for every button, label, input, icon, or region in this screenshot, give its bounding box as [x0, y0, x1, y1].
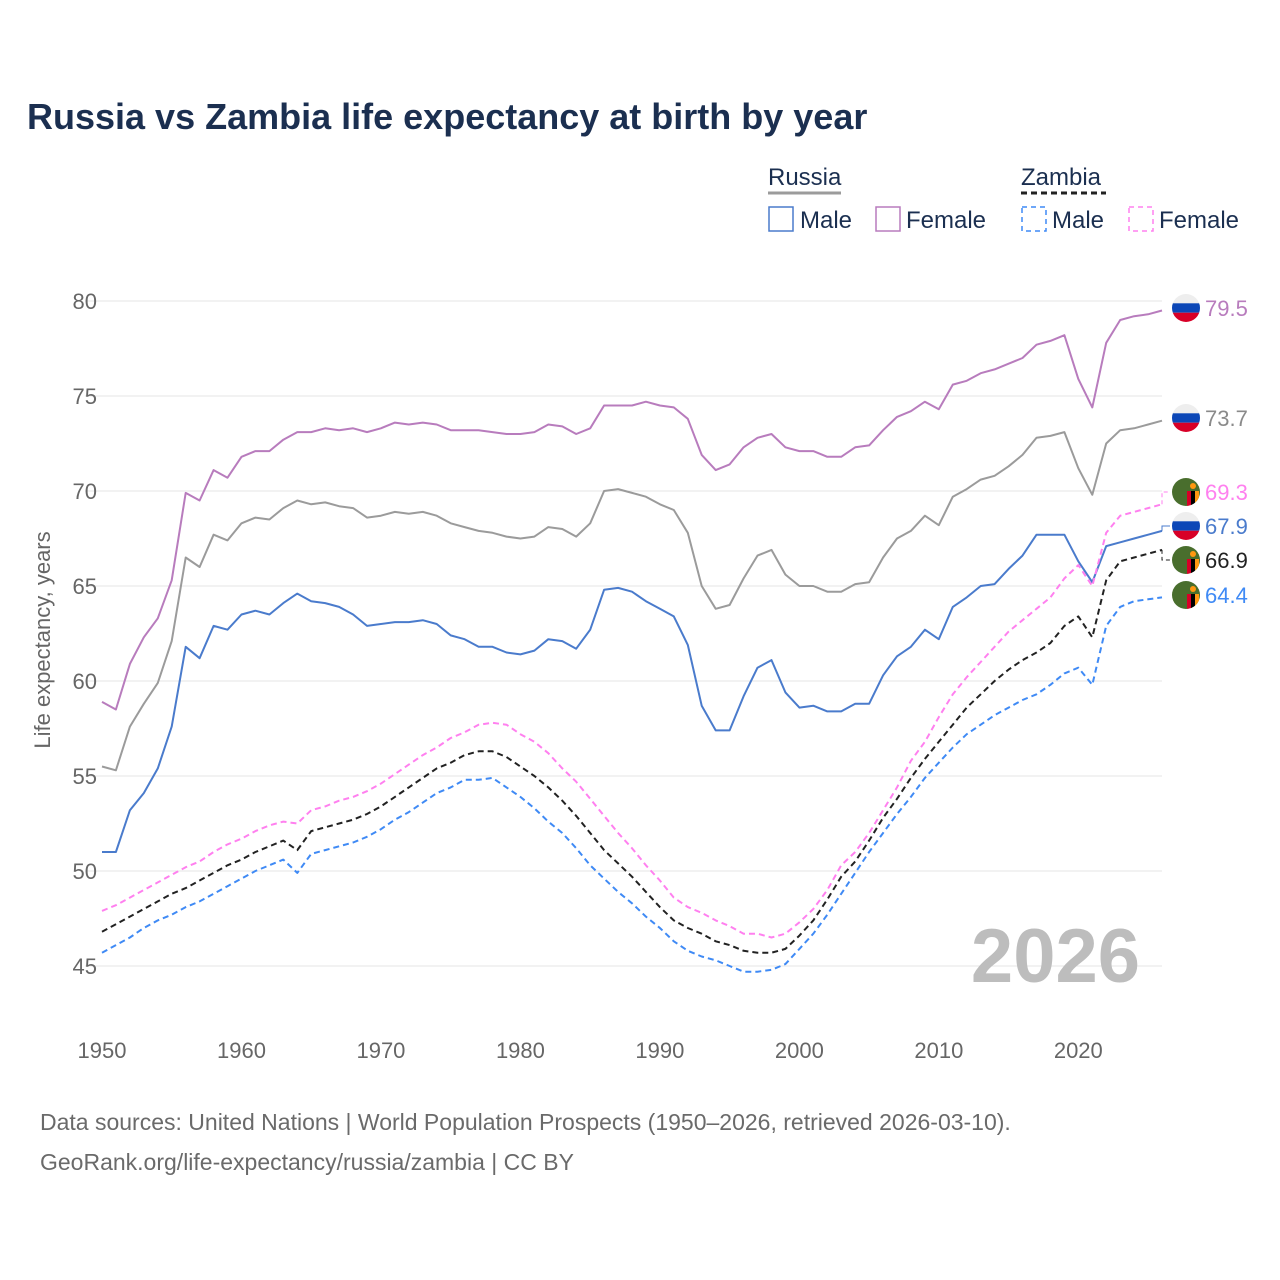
legend-russia-female-label: Female [906, 207, 986, 234]
zambia-flag-icon [1172, 546, 1200, 574]
y-tick-label: 75 [73, 384, 97, 409]
legend-zambia-male-label: Male [1052, 207, 1104, 234]
series-line-russia-male [102, 529, 1163, 853]
chart-title: Russia vs Zambia life expectancy at birt… [27, 96, 867, 137]
legend-group-russia: Russia [768, 164, 842, 191]
x-tick-label: 1950 [78, 1038, 127, 1063]
y-tick-label: 55 [73, 764, 97, 789]
zambia-flag-icon [1172, 581, 1200, 609]
end-labels: 79.5 73.7 67.9 69.3 66.9 64.4 [1161, 294, 1248, 609]
series-line-russia-total [101, 419, 1163, 772]
y-tick-label: 50 [73, 859, 97, 884]
x-axis-ticks: 1950 1960 1970 1980 1990 2000 2010 2020 [78, 1038, 1103, 1063]
year-watermark: 2026 [971, 914, 1140, 999]
y-axis-ticks: 45 50 55 60 65 70 75 80 [73, 289, 97, 979]
end-label-connector [1161, 525, 1170, 531]
x-tick-label: 1960 [217, 1038, 266, 1063]
y-axis-label: Life expectancy, years [30, 531, 55, 748]
x-tick-label: 1980 [496, 1038, 545, 1063]
series-lines [101, 309, 1163, 973]
end-label-connector [1161, 491, 1170, 505]
y-tick-label: 80 [73, 289, 97, 314]
legend-russia-male-label: Male [800, 207, 852, 234]
legend-zambia-female-swatch [1128, 206, 1154, 232]
end-label-connector [1161, 549, 1170, 561]
y-tick-label: 70 [73, 479, 97, 504]
footer-link[interactable]: GeoRank.org/life-expectancy/russia/zambi… [40, 1149, 574, 1175]
end-value-label: 66.9 [1205, 548, 1248, 573]
grid [85, 300, 1162, 967]
end-value-label: 73.7 [1205, 406, 1248, 431]
y-tick-label: 65 [73, 574, 97, 599]
y-tick-label: 45 [73, 954, 97, 979]
end-value-label: 64.4 [1205, 583, 1248, 608]
russia-flag-icon [1172, 404, 1200, 432]
series-line-zambia-total [101, 548, 1163, 954]
russia-flag-icon [1172, 512, 1200, 540]
legend-group-zambia: Zambia [1021, 164, 1102, 191]
legend-russia-female-swatch [875, 206, 901, 232]
legend-russia-male-swatch [768, 206, 794, 232]
x-tick-label: 1970 [356, 1038, 405, 1063]
series-line-russia-female [101, 309, 1163, 711]
legend: Russia Male Female Zambia Male Female [768, 164, 1239, 234]
zambia-flag-icon [1172, 478, 1200, 506]
end-value-label: 67.9 [1205, 514, 1248, 539]
footer-sources: Data sources: United Nations | World Pop… [40, 1109, 1011, 1135]
y-tick-label: 60 [73, 669, 97, 694]
legend-zambia-female-label: Female [1159, 207, 1239, 234]
x-tick-label: 1990 [635, 1038, 684, 1063]
russia-flag-icon [1172, 294, 1200, 322]
legend-zambia-male-swatch [1021, 206, 1047, 232]
x-tick-label: 2000 [775, 1038, 824, 1063]
series-line-zambia-male [101, 596, 1163, 973]
x-tick-label: 2010 [914, 1038, 963, 1063]
end-value-label: 79.5 [1205, 296, 1248, 321]
series-line-zambia-female [101, 503, 1163, 939]
end-value-label: 69.3 [1205, 480, 1248, 505]
x-tick-label: 2020 [1054, 1038, 1103, 1063]
